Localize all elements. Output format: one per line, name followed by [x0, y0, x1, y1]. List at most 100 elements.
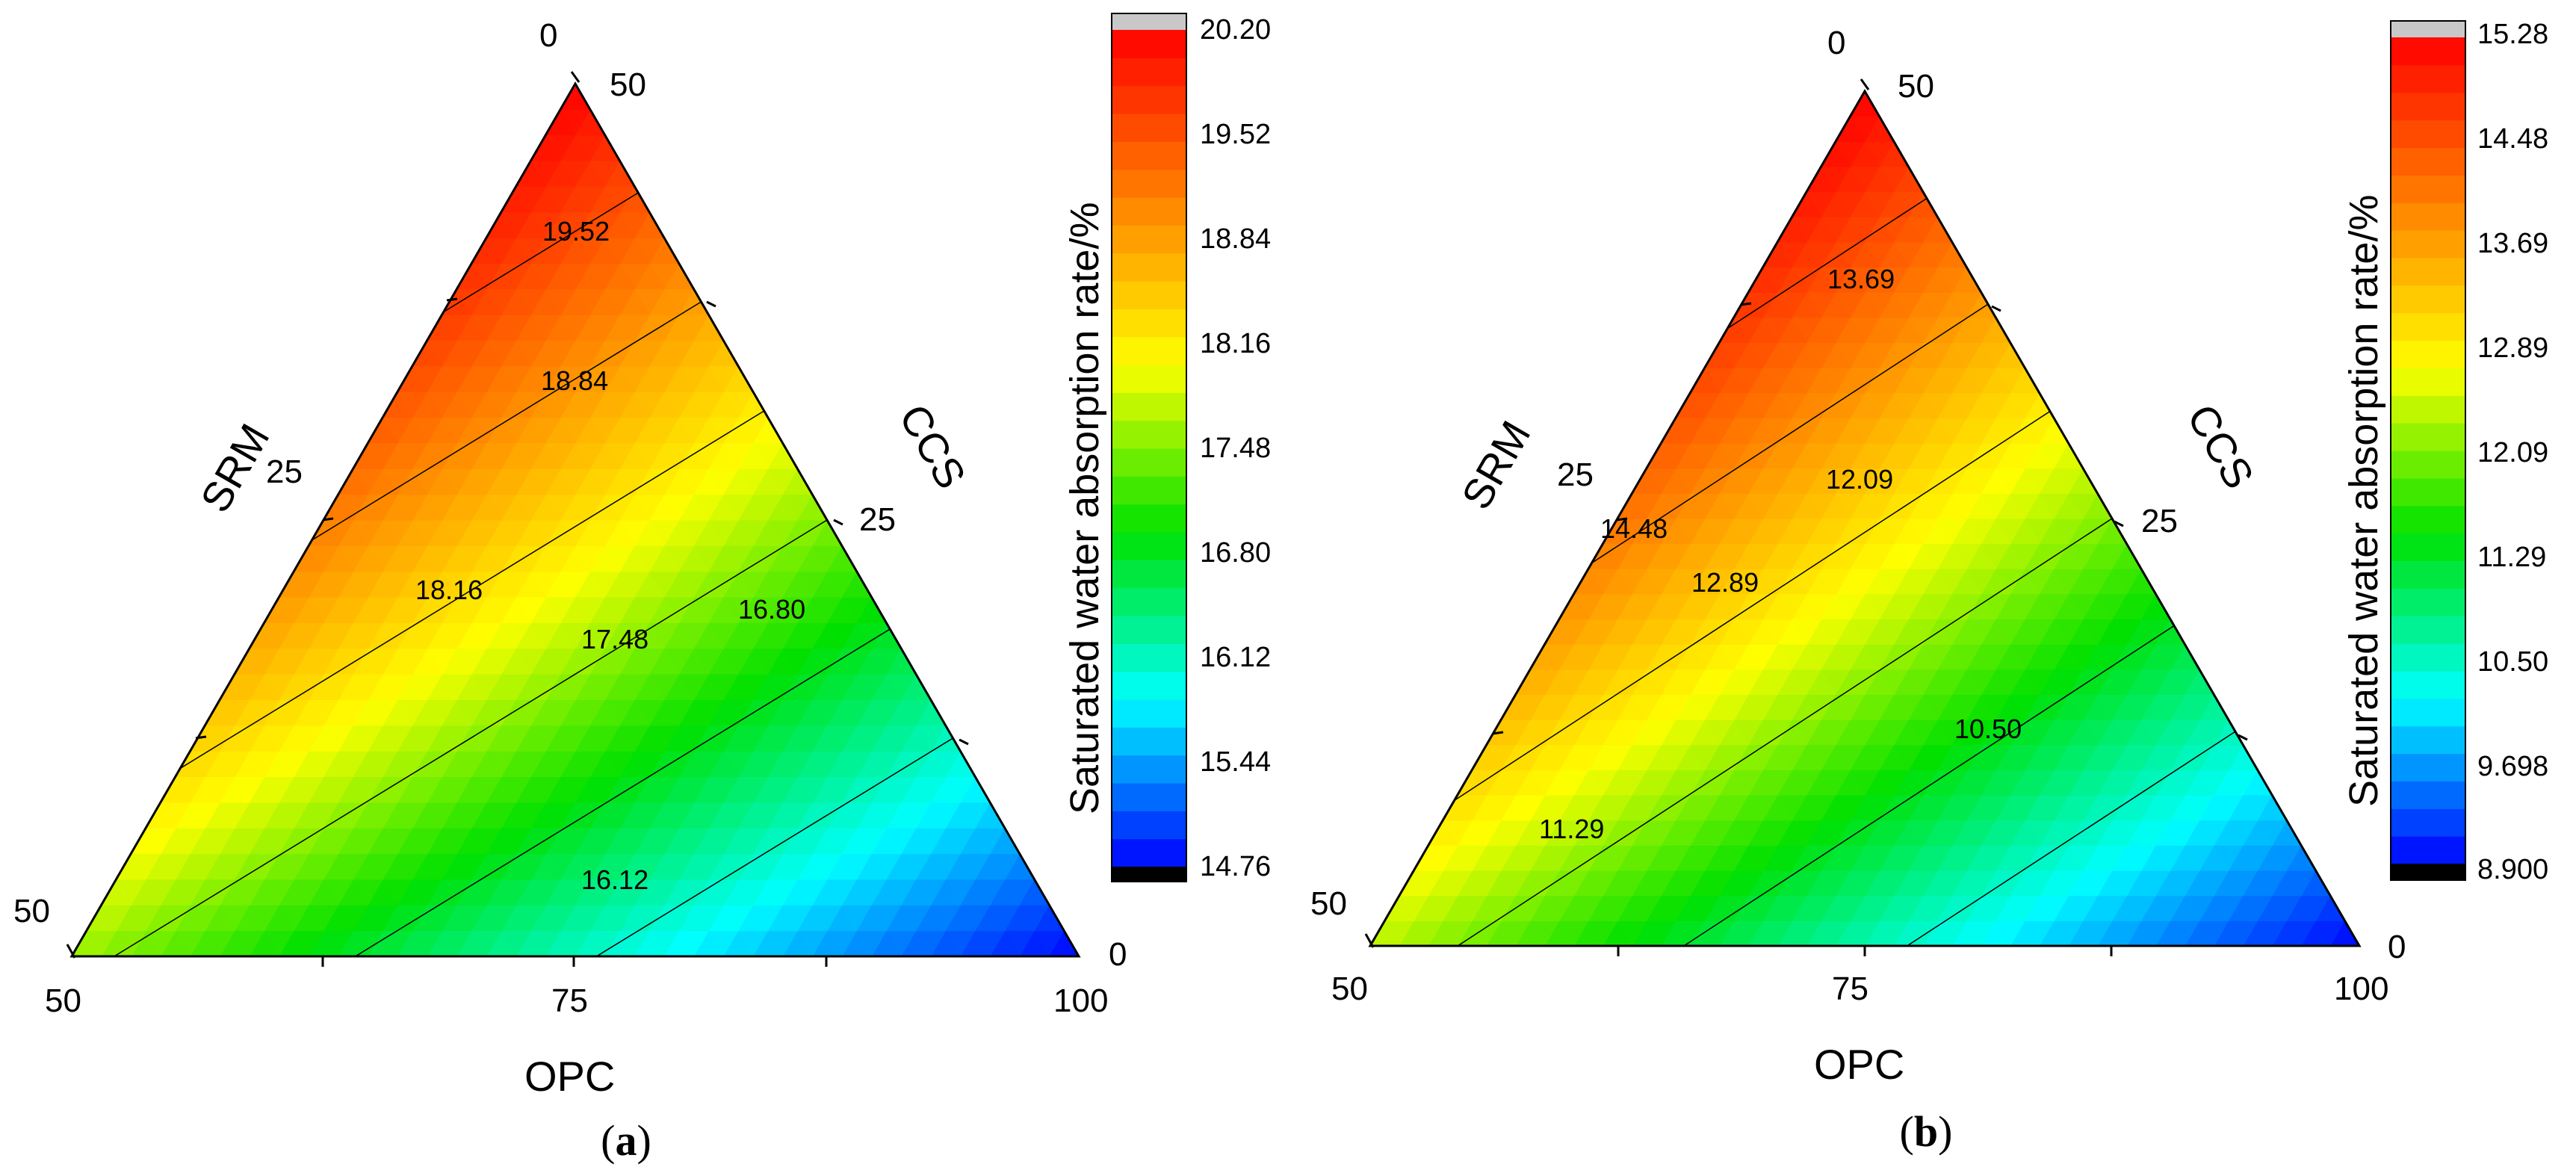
colorbar-band: [2391, 781, 2465, 809]
contour-line: [1727, 197, 1928, 329]
colorbar-band: [2391, 147, 2465, 176]
contour-line: [179, 410, 765, 770]
tick-label: 75: [551, 982, 588, 1019]
panel-b: 14.48 13.69 12.89 12.09 11.29 10.50 0 25…: [1310, 19, 2548, 1156]
contour-line: [1907, 731, 2236, 947]
colorbar-band: [1112, 783, 1186, 811]
contour-label: 18.84: [541, 365, 608, 396]
tick-label: 50: [1331, 971, 1368, 1007]
panel-a: 19.52 18.84 18.16 17.48 16.80 16.12 0 25…: [13, 13, 1271, 1165]
tick-label: 25: [2141, 503, 2178, 539]
tick-label: 100: [2334, 971, 2388, 1007]
colorbar-band: [1112, 755, 1186, 784]
colorbar-band: [2391, 836, 2465, 864]
tick-marks-b: [1364, 78, 2248, 956]
heatmap-b: [1369, 90, 2360, 947]
heat-cell: [1849, 90, 1880, 117]
colorbar-band: [2391, 37, 2465, 66]
contour-line: [114, 519, 828, 957]
colorbar-band: [2391, 643, 2465, 672]
ternary-plot-b: 14.48 13.69 12.89 12.09 11.29 10.50: [1364, 78, 2362, 956]
colorbar-tick: 14.76: [1200, 851, 1271, 882]
colorbar-tick: 8.900: [2477, 854, 2548, 885]
colorbar-band: [2391, 285, 2465, 314]
colorbar-band: [2391, 368, 2465, 396]
colorbar-tick: 18.84: [1200, 223, 1271, 255]
contour-label: 10.50: [1954, 714, 2022, 744]
colorbar-band: [2391, 395, 2465, 424]
colorbar-band: [2391, 477, 2465, 507]
colorbar-band: [1112, 392, 1186, 421]
colorbar-band: [2391, 92, 2465, 121]
colorbar-band: [1112, 197, 1186, 226]
colorbar-tick: 12.09: [2477, 437, 2548, 468]
colorbar-over-swatch: [1112, 13, 1186, 30]
colorbar-frame: [1111, 13, 1187, 882]
colorbar-band: [2391, 120, 2465, 149]
colorbar-band: [1112, 504, 1186, 533]
tick-label: 25: [859, 501, 896, 538]
colorbar-band: [1112, 30, 1186, 58]
tick-label: 25: [266, 454, 303, 490]
colorbar-tick: 9.698: [2477, 751, 2548, 782]
colorbar-band: [2391, 588, 2465, 616]
contour-label: 16.80: [738, 594, 805, 625]
colorbar-under-swatch: [1112, 867, 1186, 882]
colorbar-band: [1112, 532, 1186, 560]
colorbar-band: [1112, 616, 1186, 644]
colorbar-band: [1112, 811, 1186, 840]
contour-label: 11.29: [1539, 814, 1604, 844]
colorbar-tick: 16.80: [1200, 537, 1271, 569]
tick-label: 50: [13, 893, 50, 929]
contour-label: 17.48: [581, 624, 648, 654]
contour-line: [596, 737, 953, 957]
colorbar-band: [1112, 671, 1186, 700]
colorbar-band: [1112, 643, 1186, 672]
contour-line: [443, 192, 639, 313]
colorbar-b: 15.28 14.48 13.69 12.89 12.09 11.29 10.5…: [2341, 19, 2548, 885]
colorbar-tick: 14.48: [2477, 123, 2548, 155]
colorbar-tick: 17.48: [1200, 433, 1271, 464]
colorbar-band: [2391, 202, 2465, 231]
colorbar-tick: 10.50: [2477, 646, 2548, 678]
tick-label: 50: [1898, 68, 1934, 105]
axis-title-ccs: CCS: [891, 397, 976, 497]
colorbar-band: [1112, 309, 1186, 338]
contour-line: [312, 301, 702, 541]
tick-label: 50: [45, 982, 81, 1019]
colorbar-bands-b: [2391, 37, 2465, 864]
colorbar-band: [2391, 423, 2465, 451]
colorbar-band: [2391, 451, 2465, 479]
colorbar-band: [1112, 838, 1186, 867]
colorbar-band: [2391, 340, 2465, 368]
colorbar-band: [2391, 230, 2465, 259]
colorbar-band: [2391, 698, 2465, 727]
tick-marks-a: [66, 71, 969, 967]
colorbar-band: [2391, 560, 2465, 589]
contour-lines-a: [114, 192, 953, 957]
colorbar-band: [1112, 448, 1186, 477]
contour-line: [1454, 410, 2051, 801]
colorbar-band: [2391, 312, 2465, 341]
colorbar-band: [1112, 58, 1186, 87]
contour-line: [1591, 303, 1989, 564]
colorbar-band: [1112, 727, 1186, 756]
tick-label: 50: [610, 66, 646, 103]
colorbar-band: [2391, 753, 2465, 781]
contour-label: 18.16: [415, 575, 483, 605]
axis-title-srm: SRM: [1452, 413, 1540, 517]
colorbar-tick: 19.52: [1200, 119, 1271, 150]
contour-line: [355, 628, 891, 957]
colorbar-band: [2391, 175, 2465, 203]
tick-label: 75: [1832, 971, 1868, 1007]
colorbar-tick: 15.44: [1200, 746, 1271, 778]
tick-label: 100: [1053, 982, 1108, 1019]
colorbar-band: [2391, 64, 2465, 93]
colorbar-band: [2391, 257, 2465, 286]
colorbar-band: [2391, 808, 2465, 837]
colorbar-frame: [2390, 20, 2466, 881]
colorbar-a: 20.20 19.52 18.84 18.16 17.48 16.80 16.1…: [1062, 13, 1271, 882]
colorbar-band: [1112, 336, 1186, 365]
colorbar-band: [1112, 476, 1186, 505]
colorbar-tick: 12.89: [2477, 332, 2548, 364]
